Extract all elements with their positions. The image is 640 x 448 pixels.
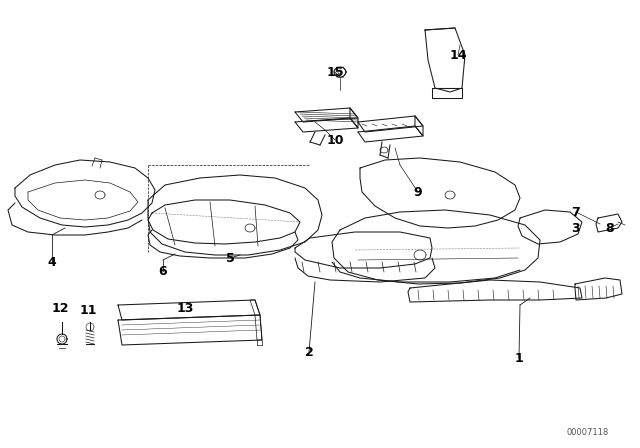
Text: 12: 12 [51, 302, 68, 314]
Text: 4: 4 [47, 255, 56, 268]
Text: 2: 2 [305, 345, 314, 358]
Text: 3: 3 [572, 221, 580, 234]
Text: 9: 9 [413, 185, 422, 198]
Text: 1: 1 [515, 352, 524, 365]
Text: 10: 10 [326, 134, 344, 146]
Text: 14: 14 [449, 48, 467, 61]
Text: 8: 8 [605, 221, 614, 234]
Text: 5: 5 [226, 251, 234, 264]
Text: 15: 15 [326, 65, 344, 78]
Text: 13: 13 [176, 302, 194, 314]
Text: 00007118: 00007118 [567, 427, 609, 436]
Text: 11: 11 [79, 303, 97, 316]
Text: 6: 6 [159, 264, 167, 277]
Text: 7: 7 [572, 206, 580, 219]
